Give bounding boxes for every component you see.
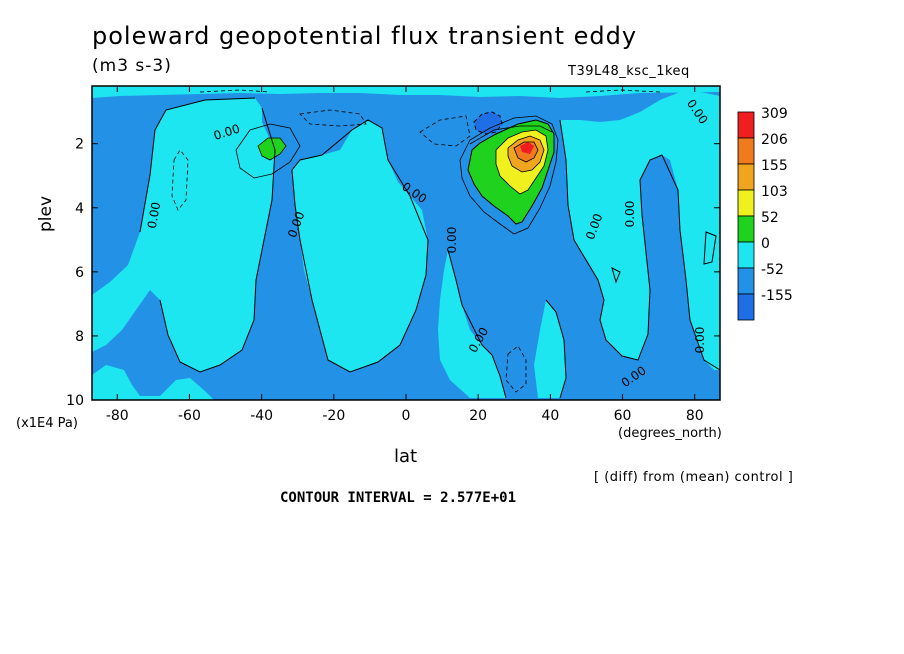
colorbar: 309 206 155 103 52 0 -52 -155 (737, 106, 793, 321)
x-axis-ticks: -80 -60 -40 -20 0 20 40 60 80 (106, 86, 704, 424)
contour-line (507, 135, 545, 173)
contour-lines (139, 89, 721, 399)
colorbar-swatch (737, 241, 755, 269)
colorbar-swatch (737, 189, 755, 217)
contour-line (703, 231, 717, 265)
region-309 (520, 142, 534, 154)
region-northeast-cyan (560, 92, 720, 370)
chart-units: (m3 s-3) (92, 56, 172, 76)
contour-label: 0.00 (623, 201, 637, 228)
contour-line-dashed (171, 149, 189, 211)
contour-line-dashed (299, 109, 367, 127)
chart-title: poleward geopotential flux transient edd… (92, 22, 638, 50)
colorbar-swatch (737, 137, 755, 165)
y-axis-unit: (x1E4 Pa) (16, 416, 78, 431)
contour-label: 0.00 (145, 201, 163, 230)
region-minus-155 (474, 112, 502, 134)
strong-negative-regions (474, 112, 502, 134)
contour-line (495, 129, 549, 195)
x-axis-label: lat (394, 446, 418, 467)
x-tick-label: 20 (469, 408, 487, 424)
contour-label: 0.00 (445, 227, 459, 254)
x-tick-label: 0 (402, 408, 411, 424)
colorbar-label: -155 (761, 288, 793, 304)
colorbar-swatch (737, 267, 755, 295)
x-tick-label: -80 (106, 408, 129, 424)
contour-line (257, 137, 287, 161)
contour-line (459, 115, 559, 235)
contour-line (467, 119, 555, 225)
contour-line (513, 141, 539, 163)
region-west-cyan (92, 98, 275, 372)
x-tick-label: 60 (614, 408, 632, 424)
contour-line (469, 125, 553, 145)
region-mid-east (438, 250, 506, 398)
x-tick-label: 80 (686, 408, 704, 424)
colorbar-swatch (737, 293, 755, 321)
x-tick-label: -60 (178, 408, 201, 424)
y-axis-ticks: 2 4 6 8 10 (66, 137, 720, 409)
y-tick-label: 8 (75, 329, 84, 345)
contour-line (559, 119, 721, 371)
y-tick-label: 10 (66, 393, 84, 409)
contour-label: 0.00 (693, 327, 707, 354)
x-tick-label: -20 (322, 408, 345, 424)
positive-regions (258, 120, 554, 224)
contour-line (291, 119, 429, 373)
colorbar-label: -52 (761, 262, 784, 278)
colorbar-label: 0 (761, 236, 770, 252)
colorbar-swatch (737, 215, 755, 243)
x-axis-unit: (degrees_north) (618, 426, 722, 441)
contour-line (139, 97, 256, 233)
y-tick-label: 6 (75, 265, 84, 281)
colorbar-swatch (737, 111, 755, 139)
contour-line (235, 123, 301, 179)
contour-line (159, 107, 276, 373)
y-tick-label: 4 (75, 201, 84, 217)
contour-interval: CONTOUR INTERVAL = 2.577E+01 (280, 490, 517, 506)
colorbar-label: 309 (761, 106, 788, 122)
diff-note: [ (diff) from (mean) control ] (594, 470, 794, 485)
region-central-cyan (292, 120, 428, 372)
x-tick-label: 40 (541, 408, 559, 424)
contour-line (447, 249, 507, 399)
region-south-cyan (92, 365, 214, 400)
region-east-pocket (534, 300, 566, 398)
y-tick-label: 2 (75, 137, 84, 153)
contour-line-dashed (505, 345, 527, 393)
contour-line (545, 299, 567, 399)
colorbar-label: 155 (761, 158, 788, 174)
contour-line-dashed (419, 115, 471, 147)
run-label: T39L48_ksc_1keq (568, 64, 690, 79)
colorbar-label: 206 (761, 132, 788, 148)
contour-line (611, 267, 621, 284)
colorbar-label: 103 (761, 184, 788, 200)
colorbar-swatch (737, 163, 755, 191)
colorbar-label: 52 (761, 210, 779, 226)
contour-line-dashed (473, 111, 503, 135)
x-tick-label: -40 (250, 408, 273, 424)
